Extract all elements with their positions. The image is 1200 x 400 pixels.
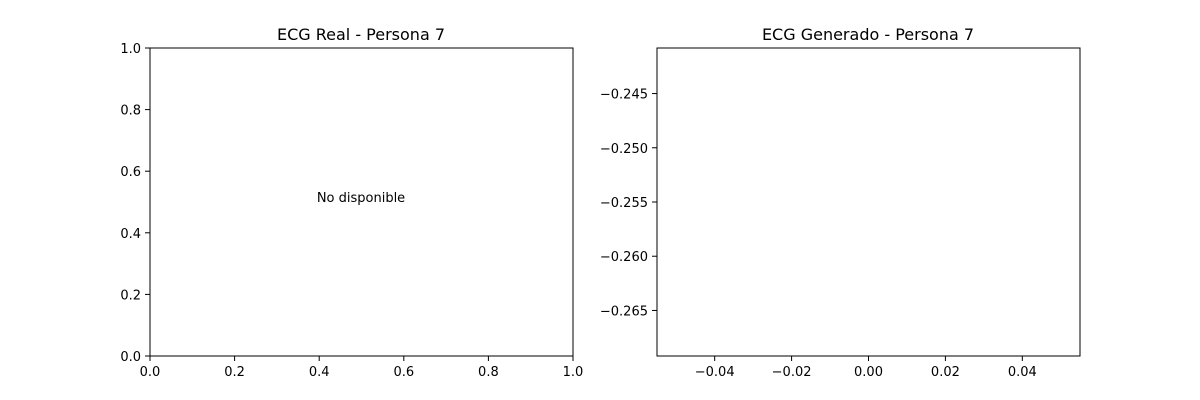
chart-real-x-tick-label: 0.2 <box>224 365 245 380</box>
chart-real-y-tick-label: 0.0 <box>120 350 141 365</box>
chart-real-y-tick-label: 0.2 <box>120 288 141 303</box>
chart-real-x-tick-label: 0.6 <box>393 365 414 380</box>
chart-generado-title: ECG Generado - Persona 7 <box>762 25 974 44</box>
chart-generado-x-tick-label: 0.00 <box>854 365 883 380</box>
chart-real-x-tick-label: 0.0 <box>140 365 161 380</box>
chart-generado-x-tick-label: −0.02 <box>772 365 812 380</box>
chart-generado-y-tick-label: −0.245 <box>600 88 648 103</box>
chart-real-x-tick-label: 1.0 <box>563 365 584 380</box>
chart-generado-y-tick-label: −0.250 <box>600 142 648 157</box>
chart-generado-y-tick-label: −0.265 <box>600 304 648 319</box>
chart-generado-x-tick-label: 0.04 <box>1008 365 1037 380</box>
chart-real-y-tick-label: 0.6 <box>120 165 141 180</box>
chart-real: ECG Real - Persona 7 0.0 0.2 0.4 0.6 0.8 1.0 … <box>120 25 583 380</box>
chart-real-x-ticks: 0.0 0.2 0.4 0.6 0.8 1.0 <box>140 356 584 380</box>
chart-real-y-tick-label: 0.4 <box>120 227 141 242</box>
chart-real-y-tick-label: 1.0 <box>120 42 141 57</box>
chart-real-axes <box>149 47 574 357</box>
chart-real-y-tick-label: 0.8 <box>120 104 141 119</box>
chart-generado-x-ticks: −0.04 −0.02 0.00 0.02 0.04 <box>695 356 1037 380</box>
chart-generado-y-ticks: −0.245 −0.250 −0.255 −0.260 −0.265 <box>600 88 657 319</box>
chart-generado-x-tick-label: −0.04 <box>695 365 735 380</box>
chart-real-x-tick-label: 0.8 <box>478 365 499 380</box>
chart-real-x-tick-label: 0.4 <box>309 365 330 380</box>
chart-real-title: ECG Real - Persona 7 <box>277 25 445 44</box>
chart-generado-y-tick-label: −0.260 <box>600 250 648 265</box>
chart-real-annotation: No disponible <box>317 191 405 206</box>
chart-real-y-ticks: 0.0 0.2 0.4 0.6 0.8 1.0 <box>120 42 150 365</box>
chart-generado-x-tick-label: 0.02 <box>931 365 960 380</box>
chart-generado: ECG Generado - Persona 7 −0.04 −0.02 0.00 0… <box>600 25 1081 380</box>
chart-generado-y-tick-label: −0.255 <box>600 196 648 211</box>
